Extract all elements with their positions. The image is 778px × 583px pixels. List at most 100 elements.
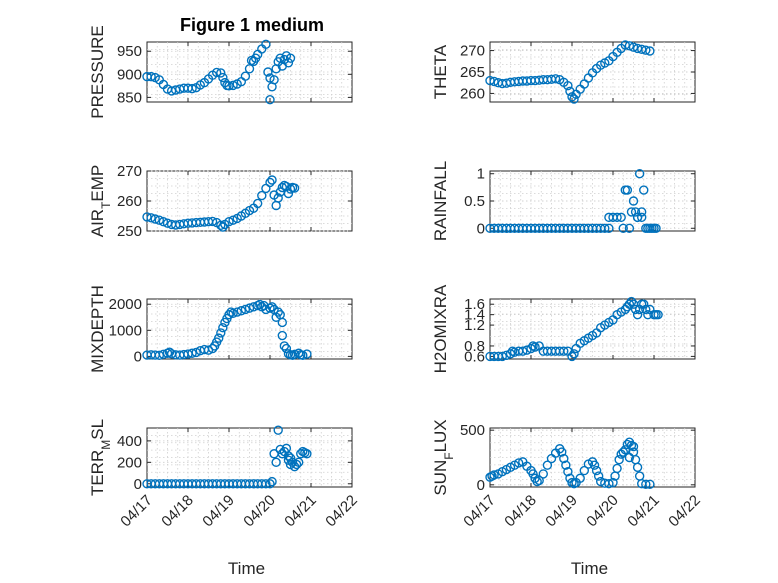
x-tick-label: 04/22 — [322, 492, 361, 531]
x-tick-label: 04/19 — [542, 492, 581, 531]
data-point — [596, 476, 606, 487]
data-point — [279, 341, 290, 351]
data-point — [604, 223, 614, 233]
x-tick-label: 04/20 — [583, 492, 622, 531]
data-point — [285, 459, 296, 470]
y-tick-label: 500 — [460, 422, 485, 439]
y-tick-label: 265 — [460, 64, 485, 81]
y-tick-label: 2000 — [109, 296, 142, 313]
data-point — [575, 473, 585, 483]
data-point — [187, 348, 197, 358]
data-series — [485, 437, 655, 489]
data-point — [267, 302, 277, 312]
data-point — [265, 177, 275, 188]
x-tick-label: 04/20 — [240, 492, 279, 531]
axes-frame — [489, 298, 696, 360]
data-point — [634, 169, 645, 179]
data-point — [150, 214, 160, 224]
y-tick-label: 0.5 — [464, 193, 485, 210]
data-point — [530, 342, 540, 352]
data-point — [285, 184, 296, 194]
data-point — [559, 346, 569, 356]
data-point — [283, 455, 294, 465]
data-point — [637, 212, 647, 223]
data-point — [641, 304, 651, 315]
y-axis-label: TERRMSL — [88, 419, 113, 496]
data-point — [291, 459, 302, 470]
data-point — [614, 454, 624, 465]
data-point — [263, 67, 273, 77]
data-point — [632, 309, 643, 320]
y-tick-label: 1.4 — [464, 307, 485, 324]
data-point — [154, 215, 165, 225]
data-point — [267, 175, 277, 185]
data-point — [497, 351, 507, 362]
data-point — [228, 80, 238, 91]
data-point — [579, 465, 589, 476]
x-tick-label: 04/17 — [460, 492, 499, 531]
data-point — [628, 42, 639, 52]
subplot-4: 0 0.5 1 RAINFALL — [431, 161, 696, 241]
data-point — [604, 479, 614, 489]
y-tick-label: 0 — [477, 220, 485, 237]
data-point — [563, 467, 573, 477]
data-point — [265, 479, 275, 489]
data-point — [624, 452, 635, 463]
y-axis-label: H2OMIXRA — [431, 284, 450, 373]
data-point — [214, 333, 224, 343]
data-series — [485, 169, 661, 233]
subplot-7: 0 200 400 04/17 04/18 04/19 04/20 04/21 04/22 TER… — [88, 419, 361, 578]
data-point — [187, 83, 197, 94]
data-point — [298, 350, 308, 361]
data-point — [630, 207, 641, 217]
x-tick-label: 04/22 — [665, 492, 704, 531]
subplot-1: 850 900 950 PRESSURE — [88, 25, 353, 119]
data-point — [240, 304, 251, 315]
data-point — [653, 309, 663, 320]
data-point — [261, 479, 271, 489]
data-point — [559, 453, 569, 464]
subplot-grid: 850 900 950 PRESSURE 260 265 270 THETA 250 260 270… — [88, 25, 704, 578]
data-point — [600, 223, 610, 233]
data-point — [302, 349, 312, 359]
y-axis-label: RAINFALL — [431, 161, 450, 241]
data-point — [271, 457, 281, 468]
x-tick-label: 04/17 — [117, 492, 156, 531]
y-axis-label: THETA — [431, 44, 450, 99]
data-point — [639, 299, 649, 309]
data-point — [622, 439, 633, 450]
data-point — [489, 470, 499, 480]
data-point — [641, 45, 651, 55]
data-point — [624, 223, 635, 233]
data-point — [618, 447, 628, 457]
data-point — [569, 94, 579, 104]
data-point — [244, 303, 255, 313]
data-point — [645, 479, 655, 489]
data-point — [645, 46, 655, 56]
data-point — [534, 475, 544, 486]
data-point — [528, 469, 538, 479]
data-point — [216, 328, 226, 338]
data-point — [620, 40, 630, 50]
data-point — [283, 58, 294, 68]
data-point — [224, 216, 234, 227]
data-point — [285, 53, 296, 63]
subplot-8: 0 500 04/17 04/18 04/19 04/20 04/21 04/22 SUNFLU… — [431, 419, 704, 578]
data-point — [620, 445, 630, 455]
data-point — [253, 198, 263, 209]
data-point — [489, 76, 499, 87]
subplot-2: 260 265 270 THETA — [431, 40, 696, 104]
data-point — [218, 72, 228, 83]
figure-title: Figure 1 medium — [180, 15, 324, 35]
y-tick-label: 1 — [477, 166, 485, 183]
y-tick-label: 0 — [477, 477, 485, 494]
data-point — [232, 307, 242, 317]
data-point — [267, 476, 277, 487]
data-point — [216, 220, 226, 231]
data-point — [273, 307, 283, 317]
y-tick-label: 1.2 — [464, 317, 485, 334]
y-axis-label: SUNFLUX — [431, 419, 456, 495]
data-point — [485, 75, 495, 86]
data-point — [283, 451, 294, 461]
